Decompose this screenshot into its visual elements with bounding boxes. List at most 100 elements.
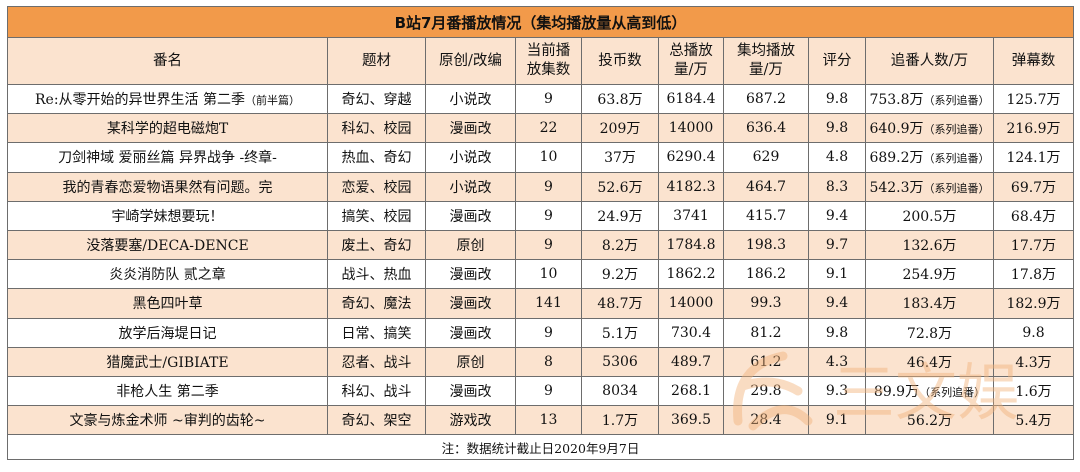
- cell-episodes: 10: [515, 142, 582, 173]
- cell-name: 我的青春恋爱物语果然有问题。完: [7, 171, 328, 202]
- cell-total: 6184.4: [658, 83, 724, 115]
- cell-total: 730.4: [658, 317, 724, 348]
- cell-total: 3741: [658, 200, 724, 231]
- cell-coins: 48.7万: [581, 288, 659, 319]
- cell-coins: 5306: [581, 346, 659, 377]
- cell-followers: 753.8万（系列追番）: [865, 83, 994, 115]
- cell-genre: 奇幻、架空: [327, 405, 426, 436]
- cell-coins: 63.8万: [581, 83, 659, 115]
- cell-followers: 254.9万: [865, 259, 994, 290]
- cell-danmaku: 9.8: [993, 317, 1074, 348]
- cell-coins: 1.7万: [581, 405, 659, 436]
- table-body: Re:从零开始的异世界生活 第二季（前半篇） 奇幻、穿越 小说改 9 63.8万 6184…: [7, 83, 1074, 436]
- cell-genre: 热血、奇幻: [327, 142, 426, 173]
- cell-followers: 200.5万: [865, 200, 994, 231]
- table-title: B站7月番播放情况（集均播放量从高到低）: [7, 6, 1074, 38]
- cell-danmaku: 17.7万: [993, 229, 1074, 261]
- header-avg: 集均播放量/万: [723, 37, 809, 85]
- cell-avg: 61.2: [723, 346, 809, 377]
- header-source: 原创/改编: [425, 37, 516, 85]
- cell-score: 9.1: [808, 259, 866, 290]
- cell-total: 268.1: [658, 375, 724, 407]
- cell-name: 非枪人生 第二季: [7, 375, 328, 407]
- cell-episodes: 9: [515, 171, 582, 202]
- cell-score: 9.3: [808, 375, 866, 407]
- cell-followers: 689.2万（系列追番）: [865, 142, 994, 173]
- cell-followers: 72.8万: [865, 317, 994, 348]
- table-row: 我的青春恋爱物语果然有问题。完 恋爱、校园 小说改 9 52.6万 4182.3 464.7…: [7, 171, 1074, 202]
- cell-coins: 37万: [581, 142, 659, 173]
- cell-source: 小说改: [425, 171, 516, 202]
- cell-name-note: （前半篇）: [245, 94, 300, 108]
- cell-followers-note: （系列追番）: [919, 385, 986, 399]
- table-row: 猎魔武士/GIBIATE 忍者、战斗 原创 8 5306 489.7 61.2 4.3 46.4…: [7, 346, 1074, 377]
- cell-score: 9.7: [808, 229, 866, 261]
- footnote: 注：数据统计截止日2020年9月7日: [7, 434, 1074, 461]
- cell-followers: 56.2万: [865, 405, 994, 436]
- cell-source: 原创: [425, 346, 516, 377]
- cell-episodes: 141: [515, 288, 582, 319]
- header-coins: 投币数: [581, 37, 659, 85]
- cell-avg: 464.7: [723, 171, 809, 202]
- cell-avg: 415.7: [723, 200, 809, 231]
- cell-genre: 搞笑、校园: [327, 200, 426, 231]
- cell-name: 猎魔武士/GIBIATE: [7, 346, 328, 377]
- cell-avg: 81.2: [723, 317, 809, 348]
- cell-genre: 恋爱、校园: [327, 171, 426, 202]
- cell-coins: 52.6万: [581, 171, 659, 202]
- cell-genre: 奇幻、魔法: [327, 288, 426, 319]
- cell-genre: 日常、搞笑: [327, 317, 426, 348]
- cell-score: 9.4: [808, 200, 866, 231]
- cell-total: 14000: [658, 288, 724, 319]
- cell-episodes: 13: [515, 405, 582, 436]
- cell-followers-note: （系列追番）: [923, 152, 990, 166]
- cell-score: 4.8: [808, 142, 866, 173]
- cell-avg: 198.3: [723, 229, 809, 261]
- cell-followers-note: （系列追番）: [923, 181, 990, 195]
- cell-name: Re:从零开始的异世界生活 第二季（前半篇）: [7, 83, 328, 115]
- cell-source: 漫画改: [425, 259, 516, 290]
- cell-episodes: 10: [515, 259, 582, 290]
- cell-avg: 636.4: [723, 113, 809, 144]
- table-row: 没落要塞/DECA-DENCE 废土、奇幻 原创 9 8.2万 1784.8 198.3 9.…: [7, 229, 1074, 261]
- cell-coins: 5.1万: [581, 317, 659, 348]
- cell-source: 小说改: [425, 83, 516, 115]
- cell-avg: 99.3: [723, 288, 809, 319]
- cell-followers: 132.6万: [865, 229, 994, 261]
- table-row: 炎炎消防队 贰之章 战斗、热血 漫画改 10 9.2万 1862.2 186.2 9.1 254…: [7, 259, 1074, 290]
- cell-danmaku: 4.3万: [993, 346, 1074, 377]
- cell-genre: 废土、奇幻: [327, 229, 426, 261]
- cell-coins: 8.2万: [581, 229, 659, 261]
- table-row: 放学后海堤日记 日常、搞笑 漫画改 9 5.1万 730.4 81.2 9.8 72.8万 9.8: [7, 317, 1074, 348]
- cell-danmaku: 124.1万: [993, 142, 1074, 173]
- cell-episodes: 9: [515, 83, 582, 115]
- cell-name: 宇崎学妹想要玩！: [7, 200, 328, 231]
- cell-score: 9.8: [808, 83, 866, 115]
- cell-source: 漫画改: [425, 200, 516, 231]
- cell-name: 某科学的超电磁炮T: [7, 113, 328, 144]
- cell-name: 刀剑神域 爱丽丝篇 异界战争 -终章-: [7, 142, 328, 173]
- table-row: 某科学的超电磁炮T 科幻、校园 漫画改 22 209万 14000 636.4 9.8 640.…: [7, 113, 1074, 144]
- header-genre: 题材: [327, 37, 426, 85]
- cell-name: 炎炎消防队 贰之章: [7, 259, 328, 290]
- cell-coins: 24.9万: [581, 200, 659, 231]
- cell-score: 9.4: [808, 288, 866, 319]
- cell-avg: 629: [723, 142, 809, 173]
- cell-source: 漫画改: [425, 375, 516, 407]
- cell-score: 9.8: [808, 113, 866, 144]
- cell-followers: 46.4万: [865, 346, 994, 377]
- cell-total: 369.5: [658, 405, 724, 436]
- header-name: 番名: [7, 37, 328, 85]
- cell-name: 黑色四叶草: [7, 288, 328, 319]
- cell-danmaku: 182.9万: [993, 288, 1074, 319]
- cell-source: 漫画改: [425, 113, 516, 144]
- cell-danmaku: 1.6万: [993, 375, 1074, 407]
- cell-danmaku: 125.7万: [993, 83, 1074, 115]
- header-total: 总播放量/万: [658, 37, 724, 85]
- cell-followers: 183.4万: [865, 288, 994, 319]
- cell-total: 6290.4: [658, 142, 724, 173]
- cell-episodes: 22: [515, 113, 582, 144]
- anime-play-table: B站7月番播放情况（集均播放量从高到低） 番名 题材 原创/改编 当前播放集数 …: [7, 6, 1074, 461]
- header-episodes: 当前播放集数: [515, 37, 582, 85]
- cell-genre: 战斗、热血: [327, 259, 426, 290]
